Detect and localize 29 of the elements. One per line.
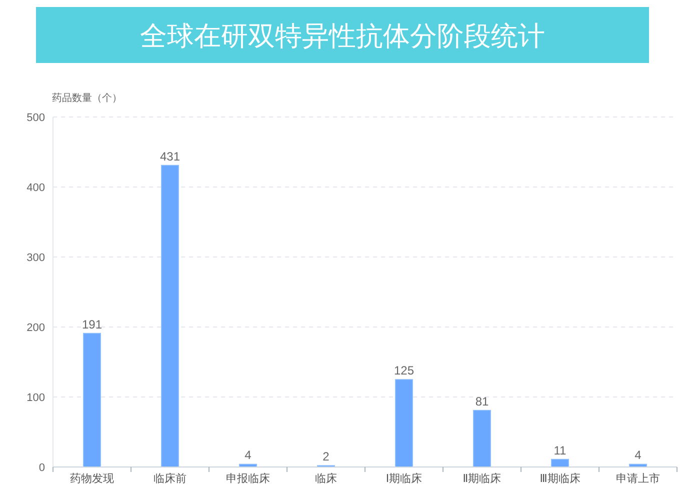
x-tick-label: Ⅰ期临床 xyxy=(386,472,422,485)
x-tick-label: 申请上市 xyxy=(616,472,660,485)
data-label: 125 xyxy=(394,364,414,378)
y-tick-label: 0 xyxy=(38,462,45,474)
bar xyxy=(473,410,491,468)
bar xyxy=(161,164,179,468)
y-axis-title: 药品数量（个） xyxy=(52,92,122,104)
data-label: 2 xyxy=(322,450,330,464)
data-label: 4 xyxy=(634,448,642,462)
data-label: 4 xyxy=(244,448,252,462)
x-tick-label: 临床前 xyxy=(154,472,186,485)
x-tick-label: 临床 xyxy=(315,472,337,485)
chart-title: 全球在研双特异性抗体分阶段统计 xyxy=(140,21,545,51)
x-tick-label: 药物发现 xyxy=(70,472,114,485)
x-tick-label: 申报临床 xyxy=(226,472,270,485)
y-tick-label: 400 xyxy=(26,182,45,194)
bar xyxy=(83,332,101,468)
data-label: 81 xyxy=(475,394,489,408)
data-label: 431 xyxy=(160,149,180,164)
data-label: 11 xyxy=(554,443,567,458)
y-tick-label: 500 xyxy=(26,112,45,124)
title: 全球在研双特异性抗体分阶段统计 xyxy=(36,7,649,63)
y-tick-label: 200 xyxy=(26,322,45,334)
y-tick-label: 300 xyxy=(26,252,45,264)
x-tick-label: Ⅱ期临床 xyxy=(462,472,502,485)
y-tick-label: 100 xyxy=(26,392,45,404)
bar xyxy=(395,379,413,468)
x-tick-label: Ⅲ期临床 xyxy=(540,472,580,485)
data-label: 191 xyxy=(82,317,102,332)
